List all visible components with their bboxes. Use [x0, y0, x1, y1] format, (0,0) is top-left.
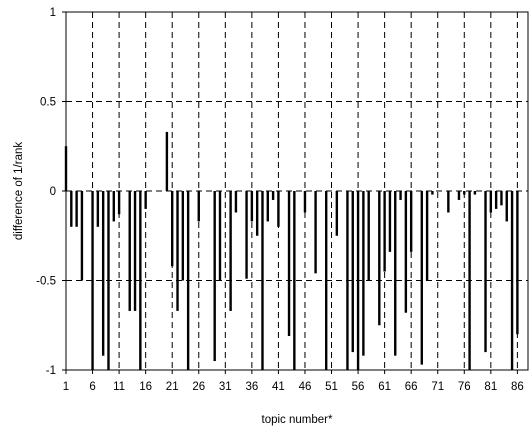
bar	[351, 191, 354, 353]
bar	[255, 191, 259, 236]
gridlines	[66, 12, 528, 370]
y-tick-labels: 1 0.5 0 -0.5 -1	[36, 7, 66, 377]
y-tick-label: -0.5	[36, 276, 56, 288]
bar	[277, 191, 280, 227]
bar	[356, 191, 360, 370]
bar	[325, 191, 328, 370]
bar	[468, 191, 471, 370]
x-tick-label: 86	[511, 381, 524, 393]
x-tick-label: 66	[405, 381, 418, 393]
bar	[218, 191, 222, 281]
bar	[484, 191, 487, 353]
bar	[250, 191, 254, 222]
bar	[128, 191, 131, 311]
x-tick-label: 16	[139, 381, 152, 393]
bar	[96, 191, 100, 227]
bar	[378, 191, 381, 326]
bar	[144, 191, 147, 209]
bar	[425, 191, 429, 281]
x-tick-labels: 1 6 11 16 21 26 31 36 41 46 51 56 61 66 71 76 81 86	[63, 370, 524, 393]
x-tick-label: 61	[378, 381, 391, 393]
bar	[394, 191, 397, 356]
bar	[107, 191, 110, 370]
bar	[383, 191, 386, 272]
bar	[261, 191, 264, 370]
bar	[494, 191, 498, 209]
bar	[505, 191, 508, 222]
x-tick-label: 81	[484, 381, 497, 393]
bar	[293, 191, 296, 370]
y-axis-label: difference of 1/rank	[13, 142, 25, 240]
x-tick-label: 71	[431, 381, 444, 393]
bar	[70, 191, 73, 227]
bar	[420, 191, 423, 365]
bar	[91, 191, 94, 370]
x-tick-label: 1	[63, 381, 69, 393]
bar	[399, 191, 402, 200]
bar	[213, 191, 216, 362]
bar	[404, 191, 408, 313]
bar	[335, 191, 339, 236]
x-tick-label: 51	[325, 381, 338, 393]
bar	[197, 191, 200, 222]
bar	[176, 191, 179, 311]
bar	[117, 191, 121, 215]
bar	[245, 191, 248, 279]
bar	[80, 191, 84, 281]
bar	[234, 191, 238, 213]
x-tick-label: 46	[299, 381, 312, 393]
bar	[500, 191, 503, 206]
bar	[112, 191, 115, 222]
bar	[101, 191, 105, 356]
x-tick-label: 56	[352, 381, 365, 393]
bar	[463, 191, 466, 195]
bar	[271, 191, 275, 200]
y-tick-label: -1	[46, 365, 56, 377]
bar	[139, 191, 142, 370]
x-tick-label: 11	[113, 381, 125, 393]
bar	[75, 191, 78, 227]
bar	[181, 191, 185, 281]
bar	[266, 191, 269, 222]
bars	[64, 131, 519, 370]
bar	[314, 191, 317, 274]
bar	[447, 191, 450, 213]
y-tick-label: 0	[50, 186, 56, 198]
bar	[64, 146, 68, 191]
bar	[516, 191, 519, 335]
bar	[171, 191, 174, 267]
bar	[303, 191, 307, 213]
bar	[489, 191, 493, 213]
x-axis-label: topic number*	[262, 414, 333, 426]
x-tick-label: 41	[272, 381, 285, 393]
x-tick-label: 6	[89, 381, 95, 393]
bar	[165, 131, 169, 191]
bar	[362, 191, 365, 356]
x-tick-label: 76	[458, 381, 471, 393]
bar	[346, 191, 349, 370]
bar	[186, 191, 190, 370]
x-tick-label: 36	[245, 381, 258, 393]
x-tick-label: 31	[219, 381, 232, 393]
bar	[457, 191, 461, 200]
bar	[367, 191, 370, 281]
y-tick-label: 1	[50, 7, 56, 19]
bar	[431, 191, 434, 195]
x-tick-label: 21	[166, 381, 179, 393]
y-tick-label: 0.5	[40, 97, 56, 109]
bar	[388, 191, 392, 252]
bar	[473, 191, 477, 195]
x-tick-label: 26	[192, 381, 205, 393]
bar	[510, 191, 514, 370]
bar	[229, 191, 232, 311]
bar	[409, 191, 413, 252]
bar	[133, 191, 137, 311]
bar	[287, 191, 291, 336]
